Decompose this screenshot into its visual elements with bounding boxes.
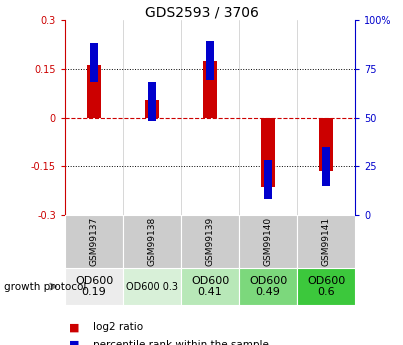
Bar bbox=[145, 100, 159, 118]
Bar bbox=[261, 118, 275, 187]
Text: ■: ■ bbox=[69, 339, 79, 345]
Text: growth protocol: growth protocol bbox=[4, 282, 86, 292]
Bar bbox=[322, 147, 330, 186]
Text: GSM99139: GSM99139 bbox=[206, 217, 214, 266]
Bar bbox=[319, 118, 333, 171]
Bar bbox=[123, 268, 181, 305]
Bar bbox=[203, 61, 217, 118]
Text: GDS2593 / 3706: GDS2593 / 3706 bbox=[145, 5, 258, 19]
Text: GSM99137: GSM99137 bbox=[89, 217, 98, 266]
Text: GSM99138: GSM99138 bbox=[147, 217, 156, 266]
Text: GSM99141: GSM99141 bbox=[322, 217, 330, 266]
Text: GSM99140: GSM99140 bbox=[264, 217, 272, 266]
Bar bbox=[297, 268, 355, 305]
Text: OD600
0.19: OD600 0.19 bbox=[75, 276, 113, 297]
Bar bbox=[239, 215, 297, 268]
Bar bbox=[87, 65, 101, 118]
Text: OD600
0.49: OD600 0.49 bbox=[249, 276, 287, 297]
Bar bbox=[90, 43, 98, 82]
Text: ■: ■ bbox=[69, 322, 79, 332]
Text: OD600 0.3: OD600 0.3 bbox=[126, 282, 178, 292]
Bar bbox=[65, 215, 123, 268]
Bar bbox=[65, 268, 123, 305]
Text: log2 ratio: log2 ratio bbox=[93, 322, 143, 332]
Bar bbox=[181, 268, 239, 305]
Text: OD600
0.41: OD600 0.41 bbox=[191, 276, 229, 297]
Bar bbox=[239, 268, 297, 305]
Bar bbox=[297, 215, 355, 268]
Bar bbox=[206, 41, 214, 80]
Bar bbox=[264, 160, 272, 199]
Text: OD600
0.6: OD600 0.6 bbox=[307, 276, 345, 297]
Text: percentile rank within the sample: percentile rank within the sample bbox=[93, 339, 269, 345]
Bar bbox=[148, 82, 156, 121]
Bar bbox=[181, 215, 239, 268]
Bar bbox=[123, 215, 181, 268]
